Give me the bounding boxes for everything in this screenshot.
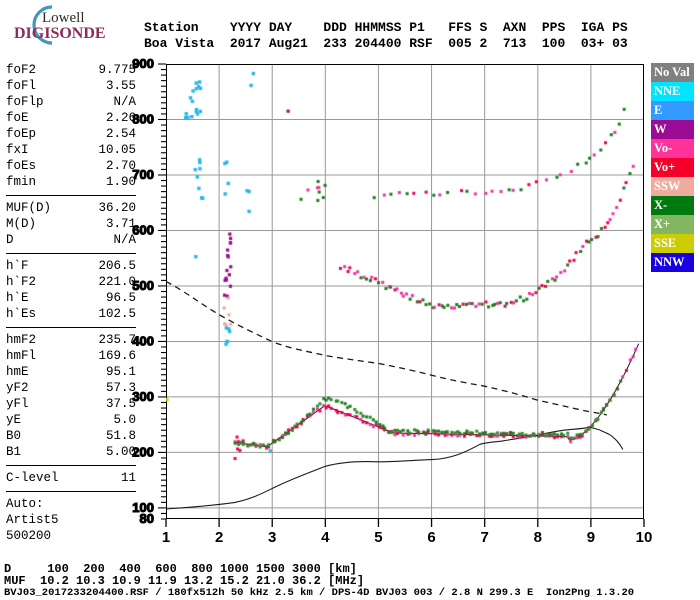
svg-text:200: 200	[132, 444, 154, 459]
svg-text:1: 1	[162, 529, 170, 546]
svg-text:9: 9	[587, 529, 595, 546]
svg-text:400: 400	[132, 333, 154, 348]
svg-text:10: 10	[636, 529, 653, 546]
svg-text:600: 600	[132, 222, 154, 237]
svg-text:500: 500	[132, 278, 154, 293]
svg-text:3: 3	[268, 529, 276, 546]
svg-text:8: 8	[534, 529, 542, 546]
svg-text:2: 2	[215, 529, 223, 546]
svg-text:700: 700	[132, 167, 154, 182]
svg-text:6: 6	[427, 529, 435, 546]
svg-text:80: 80	[140, 511, 154, 526]
svg-text:4: 4	[321, 529, 330, 546]
svg-text:300: 300	[132, 389, 154, 404]
svg-text:7: 7	[480, 529, 488, 546]
svg-text:900: 900	[132, 56, 154, 71]
svg-text:5: 5	[374, 529, 382, 546]
svg-text:800: 800	[132, 111, 154, 126]
